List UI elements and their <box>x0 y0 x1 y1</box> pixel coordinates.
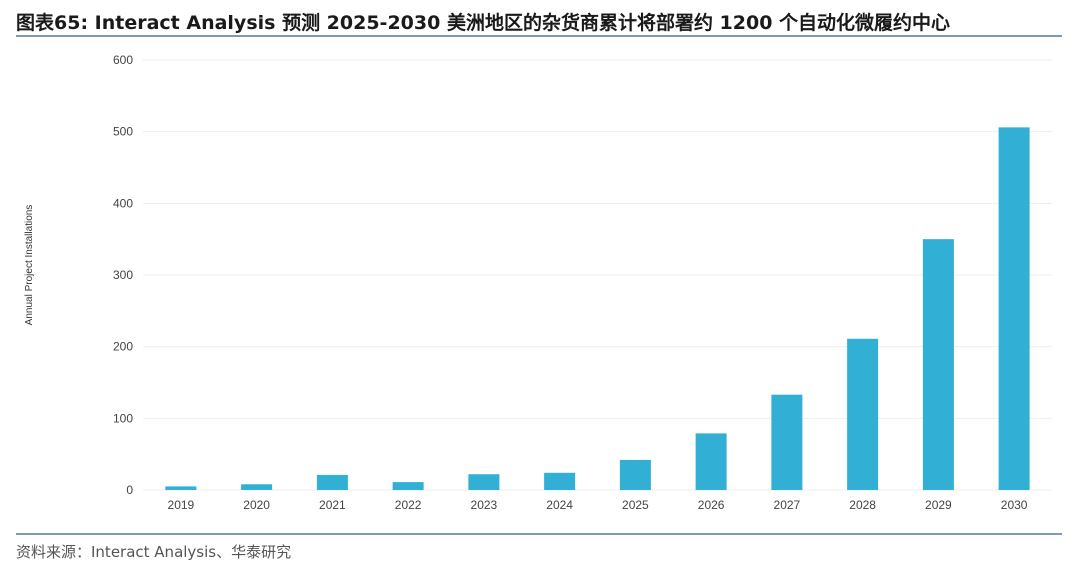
x-tick-label: 2028 <box>849 498 876 512</box>
bar-2026 <box>695 433 727 490</box>
x-axis-ticks: 2019 2020 2021 2022 2023 2024 2025 2026 2027 2028… <box>168 498 1028 512</box>
bar-2022 <box>392 482 424 490</box>
source-note: 资料来源：Interact Analysis、华泰研究 <box>16 543 292 561</box>
bar-chart: 0 100 200 300 400 500 600 2019 2020 2021 2022 2023… <box>24 53 1052 512</box>
bar-2028 <box>847 338 879 490</box>
title-divider <box>16 35 1062 37</box>
bar-2030 <box>998 127 1030 490</box>
x-tick-label: 2023 <box>471 498 498 512</box>
bar-2027 <box>771 394 803 490</box>
x-tick-label: 2021 <box>319 498 346 512</box>
x-tick-label: 2027 <box>774 498 801 512</box>
x-tick-label: 2026 <box>698 498 725 512</box>
x-tick-label: 2019 <box>168 498 195 512</box>
y-tick-label: 300 <box>113 268 133 282</box>
chart-title: 图表65: Interact Analysis 预测 2025-2030 美洲地… <box>16 12 951 34</box>
bar-2024 <box>544 472 576 490</box>
y-axis-label: Annual Project Installations <box>24 205 35 326</box>
y-tick-label: 200 <box>113 340 133 354</box>
x-tick-label: 2022 <box>395 498 422 512</box>
footer-divider <box>16 533 1062 535</box>
x-tick-label: 2030 <box>1001 498 1028 512</box>
x-tick-label: 2020 <box>243 498 270 512</box>
x-tick-label: 2025 <box>622 498 649 512</box>
bar-2021 <box>316 474 348 490</box>
x-tick-label: 2029 <box>925 498 952 512</box>
bars <box>165 127 1030 490</box>
bar-2023 <box>468 474 500 490</box>
y-tick-label: 600 <box>113 53 133 67</box>
bar-2019 <box>165 486 197 490</box>
y-tick-label: 100 <box>113 411 133 425</box>
bar-2025 <box>619 459 651 490</box>
y-tick-label: 500 <box>113 125 133 139</box>
y-tick-label: 400 <box>113 196 133 210</box>
y-axis-ticks: 0 100 200 300 400 500 600 <box>113 53 133 497</box>
gridlines <box>143 59 1052 491</box>
y-tick-label: 0 <box>126 483 133 497</box>
x-tick-label: 2024 <box>546 498 573 512</box>
bar-2020 <box>241 484 273 490</box>
bar-2029 <box>922 239 954 490</box>
